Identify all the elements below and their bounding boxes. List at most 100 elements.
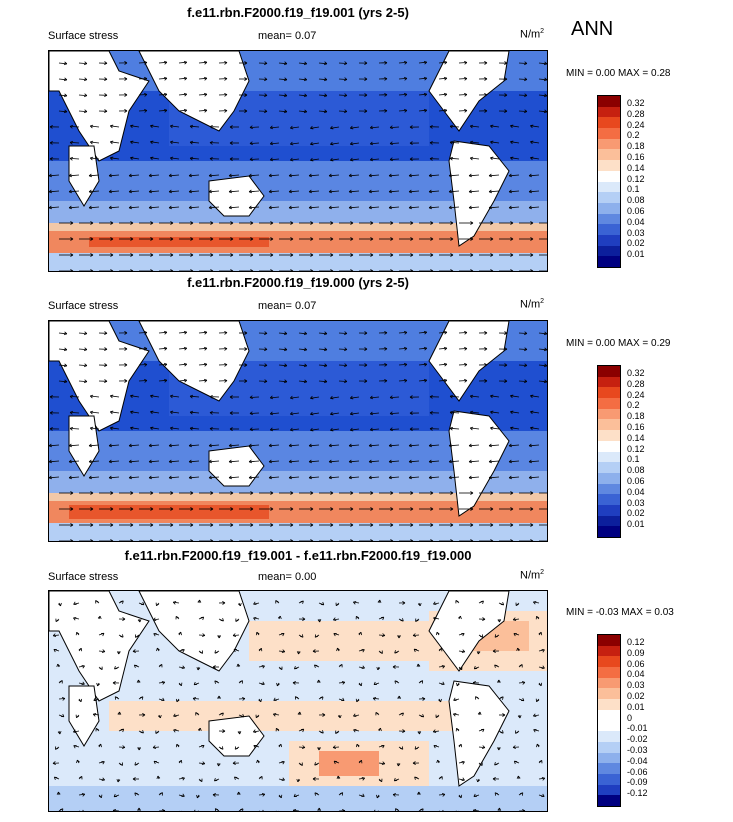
cb2-label-12: 0.03: [627, 498, 645, 508]
panel-3-field-label: Surface stress: [48, 571, 119, 583]
cb2-label-2: 0.24: [627, 390, 645, 400]
colorbar-swatch: [598, 795, 620, 806]
cb1-label-2: 0.24: [627, 120, 645, 130]
cb3-label-9: -0.02: [627, 734, 648, 744]
panel-1-minmax: MIN = 0.00 MAX = 0.28: [566, 68, 671, 79]
cb1-label-0: 0.32: [627, 98, 645, 108]
cb1-label-1: 0.28: [627, 109, 645, 119]
colorbar-swatch: [598, 440, 620, 452]
colorbar-swatch: [598, 96, 620, 107]
cb1-label-14: 0.01: [627, 249, 645, 259]
colorbar-swatch: [598, 398, 620, 409]
colorbar-swatch: [598, 117, 620, 129]
cb2-label-4: 0.18: [627, 411, 645, 421]
colorbar-swatch: [598, 387, 620, 399]
panel-2-mean: mean= 0.07: [258, 300, 317, 312]
cb3-label-8: -0.01: [627, 723, 648, 733]
colorbar-swatch: [598, 688, 620, 700]
panel-3-units: N/m2: [520, 569, 545, 582]
cb1-label-5: 0.16: [627, 152, 645, 162]
colorbar-swatch: [598, 494, 620, 505]
cb1-label-10: 0.06: [627, 206, 645, 216]
colorbar-swatch: [598, 256, 620, 267]
colorbar-swatch: [598, 667, 620, 678]
cb1-label-3: 0.2: [627, 130, 640, 140]
colorbar-swatch: [598, 483, 620, 495]
panel-3-mean: mean= 0.00: [258, 571, 317, 583]
cb2-label-6: 0.14: [627, 433, 645, 443]
cb3-label-4: 0.03: [627, 680, 645, 690]
panel-2-map: [48, 320, 548, 542]
panel-1-units: N/m2: [520, 28, 545, 41]
cb3-label-12: -0.06: [627, 767, 648, 777]
colorbar-swatch: [598, 213, 620, 225]
colorbar-swatch: [598, 784, 620, 796]
colorbar-swatch: [598, 635, 620, 646]
cb2-label-0: 0.32: [627, 368, 645, 378]
cb3-label-13: -0.09: [627, 777, 648, 787]
cb2-label-5: 0.16: [627, 422, 645, 432]
cb3-label-3: 0.04: [627, 669, 645, 679]
colorbar-swatch: [598, 731, 620, 742]
cb1-label-11: 0.04: [627, 217, 645, 227]
panel-2-field-label: Surface stress: [48, 300, 119, 312]
colorbar-swatch: [598, 224, 620, 235]
vector-arrows: [49, 60, 547, 271]
colorbar-swatch: [598, 181, 620, 193]
cb2-label-14: 0.01: [627, 519, 645, 529]
colorbar-swatch: [598, 526, 620, 537]
colorbar-swatch: [598, 462, 620, 473]
colorbar-swatch: [598, 515, 620, 527]
colorbar-swatch: [598, 234, 620, 246]
panel-3-title: f.e11.rbn.F2000.f19_f19.001 - f.e11.rbn.…: [124, 548, 472, 563]
colorbar-swatch: [598, 645, 620, 657]
cb2-label-10: 0.06: [627, 476, 645, 486]
colorbar-swatch: [598, 366, 620, 377]
panel-3-colorbar: [597, 634, 621, 807]
cb2-label-13: 0.02: [627, 508, 645, 518]
colorbar-swatch: [598, 752, 620, 764]
cb1-label-12: 0.03: [627, 228, 645, 238]
colorbar-swatch: [598, 451, 620, 463]
colorbar-swatch: [598, 504, 620, 516]
colorbar-swatch: [598, 408, 620, 420]
colorbar-swatch: [598, 419, 620, 431]
cb1-label-13: 0.02: [627, 238, 645, 248]
cb3-label-1: 0.09: [627, 648, 645, 658]
colorbar-swatch: [598, 677, 620, 689]
cb3-label-2: 0.06: [627, 659, 645, 669]
panel-1-map-plot: [49, 51, 547, 271]
colorbar-swatch: [598, 773, 620, 785]
colorbar-swatch: [598, 192, 620, 203]
cb2-label-7: 0.12: [627, 444, 645, 454]
colorbar-swatch: [598, 472, 620, 484]
panel-1-mean: mean= 0.07: [258, 30, 317, 42]
panel-3-map: [48, 590, 548, 812]
panel-3-minmax: MIN = -0.03 MAX = 0.03: [566, 607, 674, 618]
panel-2-units: N/m2: [520, 298, 545, 311]
cb1-label-6: 0.14: [627, 163, 645, 173]
colorbar-swatch: [598, 763, 620, 774]
season-label: ANN: [571, 18, 614, 40]
colorbar-swatch: [598, 106, 620, 118]
colorbar-swatch: [598, 699, 620, 710]
colorbar-swatch: [598, 720, 620, 732]
cb1-label-4: 0.18: [627, 141, 645, 151]
cb3-label-14: -0.12: [627, 788, 648, 798]
panel-1-colorbar: [597, 95, 621, 268]
cb1-label-7: 0.12: [627, 174, 645, 184]
cb3-label-10: -0.03: [627, 745, 648, 755]
panel-2-minmax: MIN = 0.00 MAX = 0.29: [566, 338, 671, 349]
cb3-label-5: 0.02: [627, 691, 645, 701]
panel-1-map: [48, 50, 548, 272]
colorbar-swatch: [598, 202, 620, 214]
vector-arrows: [49, 330, 547, 541]
panel-2-colorbar: [597, 365, 621, 538]
colorbar-swatch: [598, 376, 620, 388]
panel-2-map-plot: [49, 321, 547, 541]
cb2-label-9: 0.08: [627, 465, 645, 475]
cb2-label-8: 0.1: [627, 454, 640, 464]
panel-3-map-plot: [49, 591, 547, 811]
colorbar-swatch: [598, 430, 620, 441]
colorbar-swatch: [598, 245, 620, 257]
